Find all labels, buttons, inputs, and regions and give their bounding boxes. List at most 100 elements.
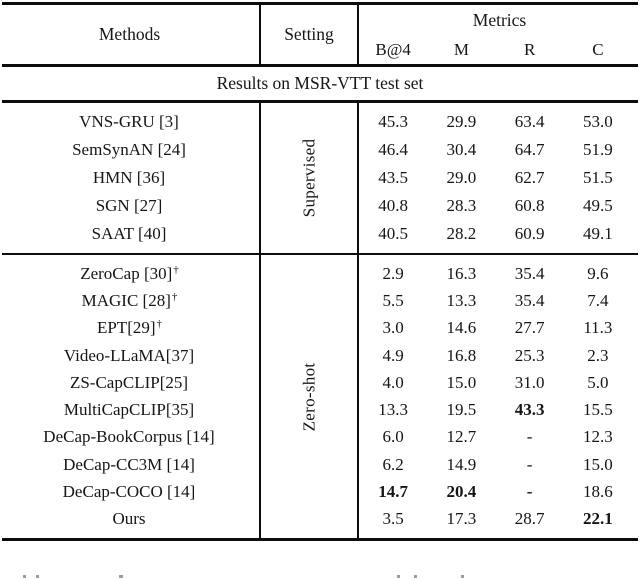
group-title-rule bbox=[2, 100, 638, 103]
metric-value: 15.0 bbox=[446, 372, 477, 392]
metric-value: 63.4 bbox=[514, 112, 545, 131]
metric-value: 14.9 bbox=[446, 454, 477, 474]
method-name: Ours bbox=[112, 509, 146, 529]
metric-value: 28.2 bbox=[446, 224, 477, 243]
metric-value: 4.9 bbox=[382, 345, 404, 365]
caption-fragment bbox=[23, 575, 26, 578]
setting-label-zeroshot: Zero-shot bbox=[298, 362, 318, 431]
method-name: VNS-GRU [3] bbox=[79, 112, 179, 131]
caption-fragment bbox=[461, 575, 464, 578]
metric-value: 45.3 bbox=[378, 112, 408, 131]
setting-column: Zero-shot bbox=[261, 255, 359, 538]
method-name: MAGIC [28] bbox=[81, 290, 171, 310]
metric-value: 30.4 bbox=[446, 140, 477, 159]
metric-value: 16.8 bbox=[446, 345, 477, 365]
method-name: MultiCapCLIP[35] bbox=[63, 400, 195, 420]
top-rule bbox=[2, 2, 638, 5]
method-name: DeCap-COCO [14] bbox=[62, 482, 196, 502]
metrics-column: 45.3 29.9 63.4 53.0 46.4 30.4 64.7 51.9 … bbox=[359, 103, 640, 253]
metric-value: 11.3 bbox=[583, 318, 613, 338]
metric-value: 16.3 bbox=[446, 263, 477, 283]
metric-value: 25.3 bbox=[514, 345, 545, 365]
metric-value: 40.8 bbox=[378, 196, 408, 215]
table-row: 43.5 29.0 62.7 51.5 bbox=[359, 164, 632, 192]
section-supervised: VNS-GRU [3] SemSynAN [24] HMN [36] SGN [… bbox=[0, 103, 640, 253]
metric-value: 53.0 bbox=[583, 112, 613, 131]
table-row: 40.5 28.2 60.9 49.1 bbox=[359, 220, 632, 248]
bottom-rule bbox=[2, 538, 638, 541]
caption-fragment bbox=[397, 575, 400, 578]
metric-column-headers: B@4 M R C bbox=[359, 35, 640, 64]
table-row: 6.2 14.9 - 15.0 bbox=[359, 451, 632, 478]
metric-value: 4.0 bbox=[382, 372, 404, 392]
metric-value: 7.4 bbox=[587, 290, 609, 310]
metric-value: 49.5 bbox=[583, 196, 613, 215]
metric-value: 35.4 bbox=[514, 290, 545, 310]
table-row: MultiCapCLIP[35] bbox=[0, 396, 259, 423]
metric-value: 46.4 bbox=[378, 140, 408, 159]
metric-value: - bbox=[526, 482, 533, 502]
metric-value: 17.3 bbox=[446, 509, 477, 529]
table-row: SGN [27] bbox=[0, 192, 259, 220]
table-row: 45.3 29.9 63.4 53.0 bbox=[359, 108, 632, 136]
header-methods: Methods bbox=[0, 5, 261, 64]
method-name: DeCap-BookCorpus [14] bbox=[43, 427, 215, 447]
table-row: 14.7 20.4 - 18.6 bbox=[359, 478, 632, 505]
method-name: SGN [27] bbox=[95, 196, 163, 215]
metric-value: 62.7 bbox=[514, 168, 545, 187]
metric-value: 51.5 bbox=[583, 168, 613, 187]
table-row: 4.0 15.0 31.0 5.0 bbox=[359, 369, 632, 396]
metric-value: 35.4 bbox=[514, 263, 545, 283]
metric-value: 13.3 bbox=[378, 400, 408, 420]
table-header: Methods Setting Metrics B@4 M R C bbox=[0, 5, 640, 64]
table-row: 40.8 28.3 60.8 49.5 bbox=[359, 192, 632, 220]
metric-value: 12.7 bbox=[446, 427, 477, 447]
metrics-column: 2.9 16.3 35.4 9.6 5.5 13.3 35.4 7.4 3.0 … bbox=[359, 255, 640, 538]
table-row: MAGIC [28] † bbox=[81, 290, 178, 310]
metric-value: 40.5 bbox=[378, 224, 408, 243]
metric-value: 64.7 bbox=[514, 140, 545, 159]
table-row: 6.0 12.7 - 12.3 bbox=[359, 424, 632, 451]
metric-value: - bbox=[526, 454, 533, 474]
table-row: 3.0 14.6 27.7 11.3 bbox=[359, 315, 632, 342]
metric-value: 15.0 bbox=[583, 454, 613, 474]
method-name: DeCap-CC3M [14] bbox=[63, 454, 195, 474]
caption-fragment bbox=[414, 575, 417, 578]
methods-column: VNS-GRU [3] SemSynAN [24] HMN [36] SGN [… bbox=[0, 103, 261, 253]
metric-value: 27.7 bbox=[514, 318, 545, 338]
method-name: SAAT [40] bbox=[91, 224, 167, 243]
method-name: ZS-CapCLIP[25] bbox=[69, 372, 189, 392]
table-row: 46.4 30.4 64.7 51.9 bbox=[359, 136, 632, 164]
table-row: ZeroCap [30] † bbox=[80, 263, 179, 283]
metric-value: - bbox=[526, 427, 533, 447]
header-metric-c: C bbox=[592, 39, 604, 59]
table-row: EPT[29] † bbox=[96, 318, 163, 338]
metric-value: 43.5 bbox=[378, 168, 408, 187]
metric-value: 18.6 bbox=[583, 482, 613, 502]
group-title: Results on MSR-VTT test set bbox=[216, 73, 424, 93]
table-row: SAAT [40] bbox=[0, 220, 259, 248]
table-row: DeCap-COCO [14] bbox=[0, 478, 259, 505]
metric-value-best: 20.4 bbox=[446, 482, 477, 502]
method-name: Video-LLaMA[37] bbox=[63, 345, 195, 365]
method-name: EPT[29] bbox=[96, 318, 156, 338]
metric-value: 3.0 bbox=[382, 318, 404, 338]
header-metric-m: M bbox=[453, 39, 469, 59]
table-row: 3.5 17.3 28.7 22.1 bbox=[359, 506, 632, 533]
table-row: HMN [36] bbox=[0, 164, 259, 192]
metric-value: 28.7 bbox=[514, 509, 545, 529]
table-row: SemSynAN [24] bbox=[0, 136, 259, 164]
table-row: Ours bbox=[0, 506, 259, 533]
metric-value: 29.9 bbox=[446, 112, 477, 131]
metric-value: 3.5 bbox=[382, 509, 404, 529]
table-row: 5.5 13.3 35.4 7.4 bbox=[359, 287, 632, 314]
caption-fragment bbox=[36, 575, 39, 578]
table-row: 2.9 16.3 35.4 9.6 bbox=[359, 260, 632, 287]
metric-value: 2.3 bbox=[587, 345, 609, 365]
table-row: DeCap-CC3M [14] bbox=[0, 451, 259, 478]
metric-value: 2.9 bbox=[382, 263, 404, 283]
metric-value: 60.8 bbox=[514, 196, 545, 215]
table-row: Video-LLaMA[37] bbox=[0, 342, 259, 369]
method-name: SemSynAN [24] bbox=[72, 140, 186, 159]
metric-value: 49.1 bbox=[583, 224, 613, 243]
